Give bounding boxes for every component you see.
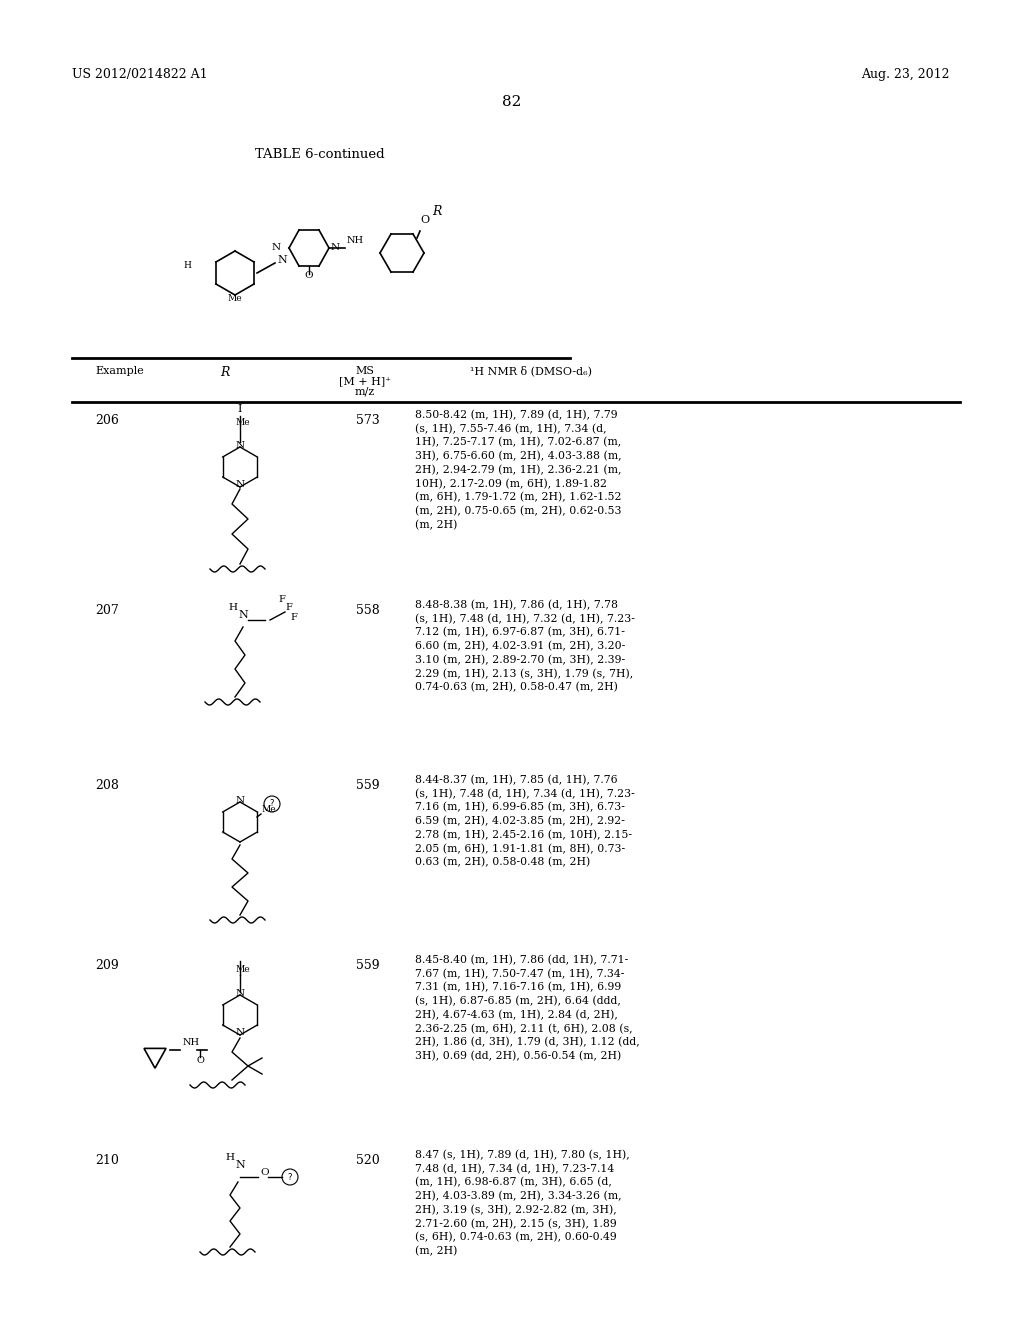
Text: 210: 210 [95, 1154, 119, 1167]
Text: 8.47 (s, 1H), 7.89 (d, 1H), 7.80 (s, 1H),
7.48 (d, 1H), 7.34 (d, 1H), 7.23-7.14
: 8.47 (s, 1H), 7.89 (d, 1H), 7.80 (s, 1H)… [415, 1150, 630, 1257]
Text: N: N [238, 610, 248, 620]
Text: 558: 558 [356, 605, 380, 616]
Text: F: F [290, 612, 297, 622]
Text: O: O [260, 1168, 268, 1177]
Text: F: F [285, 603, 292, 612]
Text: Aug. 23, 2012: Aug. 23, 2012 [861, 69, 950, 81]
Text: H: H [183, 261, 190, 271]
Text: 520: 520 [356, 1154, 380, 1167]
Text: I: I [238, 404, 243, 414]
Text: N: N [272, 243, 281, 252]
Text: Example: Example [95, 366, 143, 376]
Text: N: N [236, 1028, 245, 1038]
Text: H: H [228, 603, 237, 612]
Text: TABLE 6-continued: TABLE 6-continued [255, 148, 385, 161]
Text: 559: 559 [356, 960, 380, 972]
Text: 8.44-8.37 (m, 1H), 7.85 (d, 1H), 7.76
(s, 1H), 7.48 (d, 1H), 7.34 (d, 1H), 7.23-: 8.44-8.37 (m, 1H), 7.85 (d, 1H), 7.76 (s… [415, 775, 635, 867]
Text: F: F [278, 595, 285, 605]
Text: O: O [196, 1056, 204, 1065]
Text: N: N [234, 1160, 245, 1170]
Text: 559: 559 [356, 779, 380, 792]
Text: 8.50-8.42 (m, 1H), 7.89 (d, 1H), 7.79
(s, 1H), 7.55-7.46 (m, 1H), 7.34 (d,
1H), : 8.50-8.42 (m, 1H), 7.89 (d, 1H), 7.79 (s… [415, 411, 622, 529]
Text: O: O [305, 271, 313, 280]
Text: N: N [236, 796, 245, 805]
Text: Me: Me [262, 805, 276, 814]
Text: 208: 208 [95, 779, 119, 792]
Text: H: H [225, 1152, 234, 1162]
Text: R: R [220, 366, 229, 379]
Text: US 2012/0214822 A1: US 2012/0214822 A1 [72, 69, 208, 81]
Text: Me: Me [236, 418, 251, 426]
Text: N: N [236, 989, 245, 998]
Text: Me: Me [236, 965, 251, 974]
Text: NH: NH [183, 1038, 200, 1047]
Text: m/z: m/z [355, 387, 375, 397]
Text: 206: 206 [95, 414, 119, 426]
Text: MS: MS [355, 366, 375, 376]
Text: NH: NH [347, 236, 365, 246]
Text: N: N [278, 255, 287, 265]
Text: 8.48-8.38 (m, 1H), 7.86 (d, 1H), 7.78
(s, 1H), 7.48 (d, 1H), 7.32 (d, 1H), 7.23-: 8.48-8.38 (m, 1H), 7.86 (d, 1H), 7.78 (s… [415, 601, 635, 693]
Text: R: R [432, 205, 441, 218]
Text: Me: Me [227, 294, 243, 304]
Text: [M + H]⁺: [M + H]⁺ [339, 376, 391, 385]
Text: 207: 207 [95, 605, 119, 616]
Text: 82: 82 [503, 95, 521, 110]
Text: 8.45-8.40 (m, 1H), 7.86 (dd, 1H), 7.71-
7.67 (m, 1H), 7.50-7.47 (m, 1H), 7.34-
7: 8.45-8.40 (m, 1H), 7.86 (dd, 1H), 7.71- … [415, 954, 640, 1061]
Text: N: N [236, 480, 245, 488]
Text: N: N [236, 441, 245, 450]
Text: ¹H NMR δ (DMSO-d₆): ¹H NMR δ (DMSO-d₆) [470, 366, 592, 376]
Text: 209: 209 [95, 960, 119, 972]
Text: O: O [420, 215, 429, 224]
Text: ?: ? [269, 800, 274, 808]
Text: ?: ? [288, 1172, 292, 1181]
Text: N: N [331, 243, 340, 252]
Text: 573: 573 [356, 414, 380, 426]
